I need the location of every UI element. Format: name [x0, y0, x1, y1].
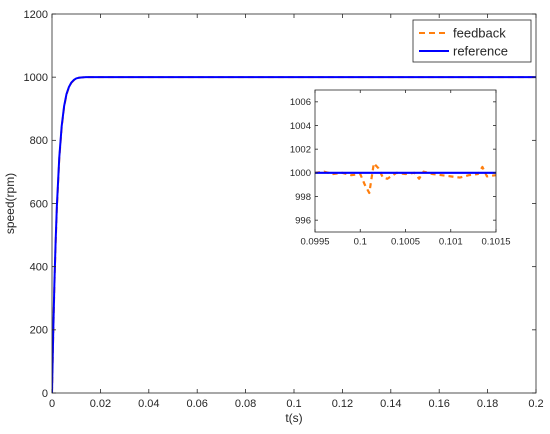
main-y-tick-label: 1200 — [24, 9, 48, 21]
inset-plot-area — [315, 90, 496, 232]
inset-x-tick-label: 0.1015 — [481, 237, 510, 248]
inset-y-tick-label: 1006 — [290, 97, 311, 108]
inset-y-tick-label: 996 — [295, 215, 311, 226]
main-series-group — [52, 76, 536, 393]
main-x-tick-label: 0 — [49, 398, 55, 410]
inset-x-tick-label: 0.0995 — [300, 237, 329, 248]
inset-y-tick-label: 998 — [295, 192, 311, 203]
main-x-tick-label: 0.06 — [186, 398, 207, 410]
inset-series-line-feedback — [315, 162, 496, 195]
main-series-line-reference — [52, 76, 536, 393]
inset-x-tick-label: 0.101 — [439, 237, 463, 248]
main-x-tick-label: 0.12 — [332, 398, 353, 410]
main-x-tick-label: 0.16 — [428, 398, 449, 410]
main-y-axis-label: speed(rpm) — [3, 173, 17, 234]
inset-series-group — [315, 162, 496, 195]
main-y-tick-label: 800 — [30, 135, 48, 147]
main-x-tick-label: 0.02 — [90, 398, 111, 410]
main-x-tick-label: 0.18 — [477, 398, 498, 410]
inset-y-tick-label: 1004 — [290, 121, 311, 132]
inset-x-tick-label: 0.1005 — [391, 237, 420, 248]
legend: feedback reference — [412, 19, 532, 63]
main-y-tick-label: 0 — [42, 388, 48, 400]
main-x-tick-label: 0.04 — [138, 398, 159, 410]
main-y-tick-label: 1000 — [24, 72, 48, 84]
inset-x-tick-label: 0.1 — [354, 237, 367, 248]
inset-y-tick-label: 1000 — [290, 168, 311, 179]
inset-y-tick-label: 1002 — [290, 144, 311, 155]
main-x-tick-label: 0.14 — [380, 398, 401, 410]
main-y-tick-label: 200 — [30, 325, 48, 337]
main-y-tick-label: 600 — [30, 198, 48, 210]
main-x-tick-label: 0.08 — [235, 398, 256, 410]
legend-label-feedback: feedback — [453, 26, 506, 41]
legend-label-reference: reference — [453, 44, 508, 59]
main-y-tick-label: 400 — [30, 262, 48, 274]
legend-box — [412, 19, 532, 63]
main-x-tick-label: 0.2 — [528, 398, 543, 410]
inset-plot: 0.0995 0.1 0.1005 0.101 0.1015 996 998 1000 1002… — [290, 89, 511, 248]
main-x-tick-label: 0.1 — [286, 398, 301, 410]
main-x-axis-label: t(s) — [285, 411, 302, 425]
